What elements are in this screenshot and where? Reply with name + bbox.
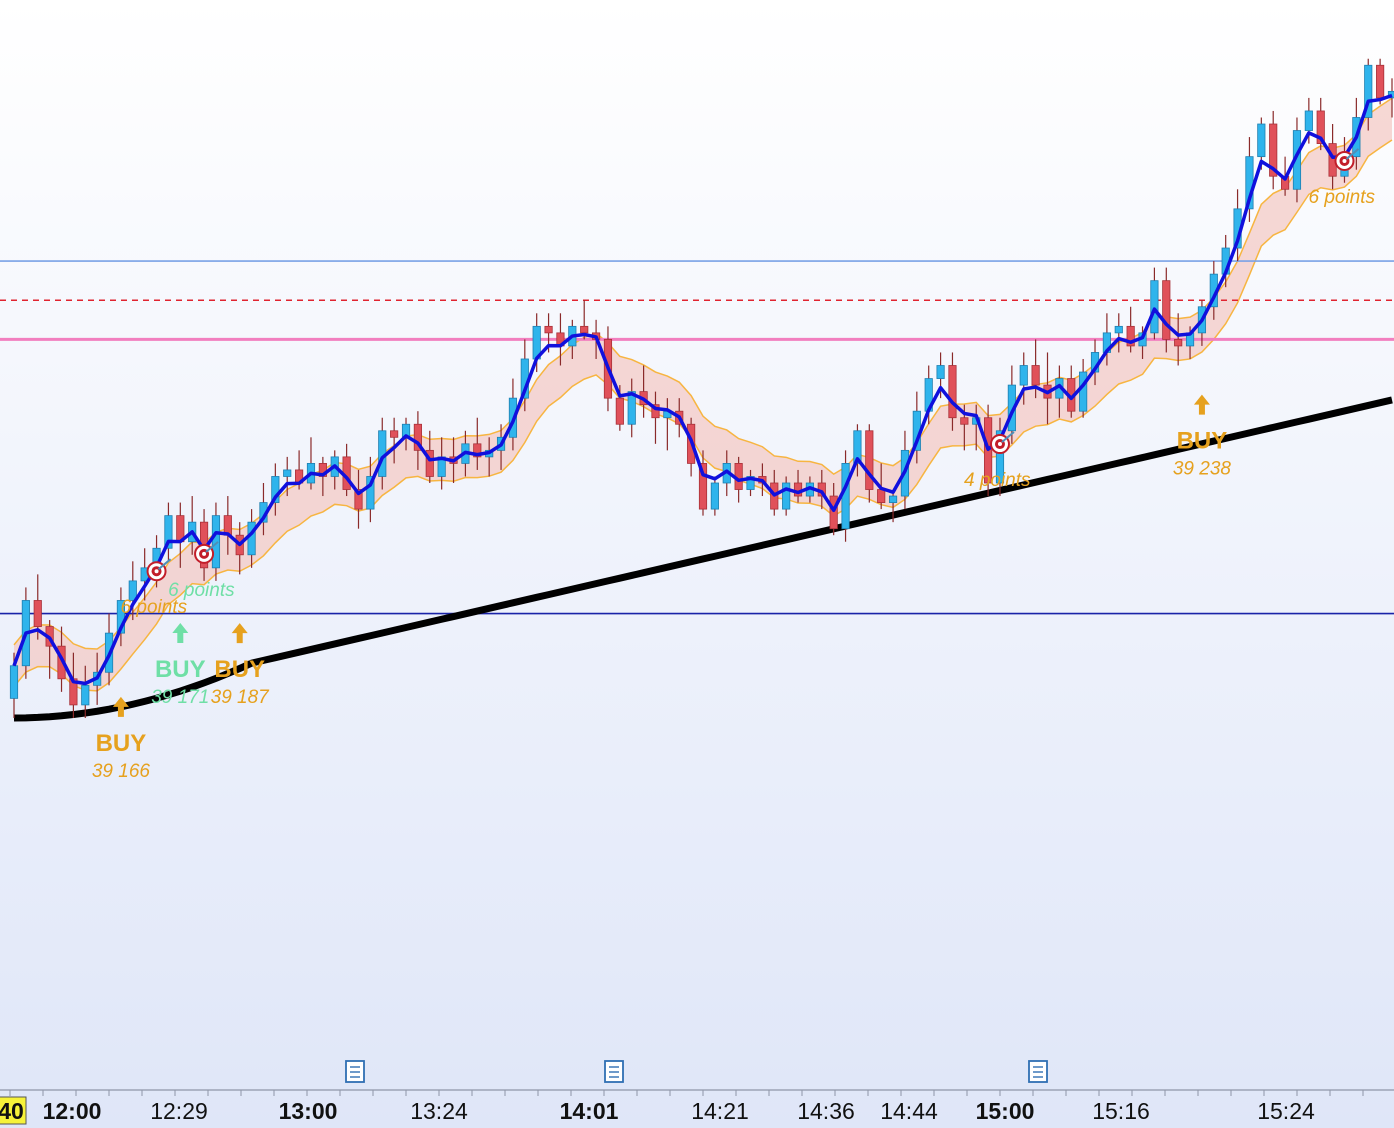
candle bbox=[283, 469, 292, 477]
candle bbox=[366, 476, 375, 510]
candle bbox=[1126, 325, 1135, 347]
document-icon bbox=[345, 1060, 365, 1083]
candle bbox=[354, 489, 363, 510]
candle bbox=[888, 495, 898, 503]
candle bbox=[651, 404, 660, 419]
candle bbox=[627, 391, 636, 425]
candle bbox=[829, 495, 838, 530]
candle bbox=[960, 417, 969, 425]
candle bbox=[247, 521, 256, 556]
buy-arrow-icon bbox=[231, 623, 248, 644]
candle bbox=[995, 430, 1005, 484]
x-axis-highlight-box bbox=[0, 1096, 27, 1125]
candle bbox=[615, 397, 624, 425]
candle bbox=[1269, 123, 1278, 177]
target-arrow bbox=[157, 558, 172, 570]
slow-moving-average bbox=[13, 396, 1393, 722]
target-icon bbox=[146, 558, 172, 582]
target-icon bbox=[1334, 148, 1360, 171]
candle bbox=[580, 325, 589, 334]
target-points-label: 6 points bbox=[121, 597, 188, 618]
candle bbox=[1114, 325, 1123, 334]
target-center bbox=[1342, 158, 1347, 163]
candle bbox=[1376, 64, 1385, 99]
candle bbox=[81, 684, 90, 706]
fast-moving-average bbox=[12, 93, 1393, 686]
x-tick-label: 15:16 bbox=[1092, 1098, 1150, 1124]
candle bbox=[853, 430, 862, 464]
candle bbox=[710, 482, 719, 510]
candle bbox=[1257, 123, 1266, 158]
buy-arrow-icon bbox=[1193, 394, 1210, 415]
candle bbox=[425, 449, 434, 477]
candle bbox=[948, 365, 957, 419]
candle bbox=[698, 463, 708, 510]
x-tick-label: 14:36 bbox=[797, 1098, 855, 1124]
x-tick-label: 14:21 bbox=[691, 1098, 749, 1124]
buy-signal-price: 39 187 bbox=[211, 687, 271, 708]
target-arrow bbox=[205, 541, 219, 553]
candle bbox=[33, 600, 42, 627]
target-center bbox=[154, 569, 159, 574]
candle bbox=[1316, 110, 1325, 144]
x-tick-label: 13:00 bbox=[279, 1098, 338, 1124]
x-tick-label: 14:01 bbox=[560, 1098, 619, 1124]
target-points-label: 6 points bbox=[1308, 187, 1375, 208]
band-fill bbox=[14, 98, 1392, 691]
buy-signal-label: BUY bbox=[155, 656, 206, 683]
x-tick-label: 12:29 bbox=[150, 1098, 208, 1124]
candle bbox=[1019, 365, 1028, 386]
document-icon bbox=[604, 1060, 624, 1083]
target-icon bbox=[194, 541, 219, 564]
candle bbox=[1174, 339, 1183, 347]
buy-signal-label: BUY bbox=[96, 730, 147, 757]
candle bbox=[116, 600, 125, 634]
candle bbox=[473, 443, 482, 458]
target-points-label: 6 points bbox=[168, 580, 235, 601]
candle bbox=[271, 476, 280, 503]
candle bbox=[877, 489, 886, 503]
x-tick-label: 13:24 bbox=[410, 1098, 468, 1124]
x-tick-label: 14:44 bbox=[880, 1098, 938, 1124]
buy-signal-price: 39 238 bbox=[1173, 459, 1232, 480]
candle bbox=[865, 430, 874, 490]
document-icon bbox=[1028, 1060, 1048, 1083]
x-tick-label: 40 bbox=[0, 1098, 24, 1124]
buy-arrow-icon bbox=[172, 623, 189, 644]
candle bbox=[128, 580, 137, 601]
x-tick-label: 15:00 bbox=[976, 1098, 1035, 1124]
buy-signal-price: 39 166 bbox=[92, 761, 151, 782]
candle bbox=[1364, 64, 1373, 118]
candle bbox=[746, 476, 755, 490]
candle bbox=[9, 665, 19, 699]
candle bbox=[1031, 365, 1040, 386]
x-tick-label: 15:24 bbox=[1257, 1098, 1315, 1124]
candle bbox=[1162, 280, 1171, 340]
candle bbox=[782, 482, 791, 510]
target-center bbox=[997, 442, 1002, 447]
buy-signal-label: BUY bbox=[214, 656, 265, 683]
candle bbox=[544, 325, 553, 334]
target-points-label: 4 points bbox=[964, 470, 1031, 491]
buy-arrow-icon bbox=[112, 696, 129, 717]
target-arrow bbox=[1345, 148, 1360, 160]
candle bbox=[1150, 280, 1159, 334]
candle bbox=[413, 423, 422, 451]
target-center bbox=[202, 551, 207, 556]
candle bbox=[1079, 371, 1088, 412]
candle bbox=[1304, 110, 1313, 131]
target-icon bbox=[989, 431, 1015, 455]
candle bbox=[841, 463, 850, 530]
target-arrow bbox=[1001, 431, 1015, 443]
candle bbox=[211, 515, 221, 569]
candle bbox=[164, 515, 173, 549]
buy-signal-price: 39 171 bbox=[151, 687, 209, 708]
candle bbox=[936, 365, 945, 379]
candle bbox=[390, 430, 399, 438]
buy-signal-label: BUY bbox=[1177, 428, 1228, 455]
x-tick-label: 12:00 bbox=[43, 1098, 102, 1124]
